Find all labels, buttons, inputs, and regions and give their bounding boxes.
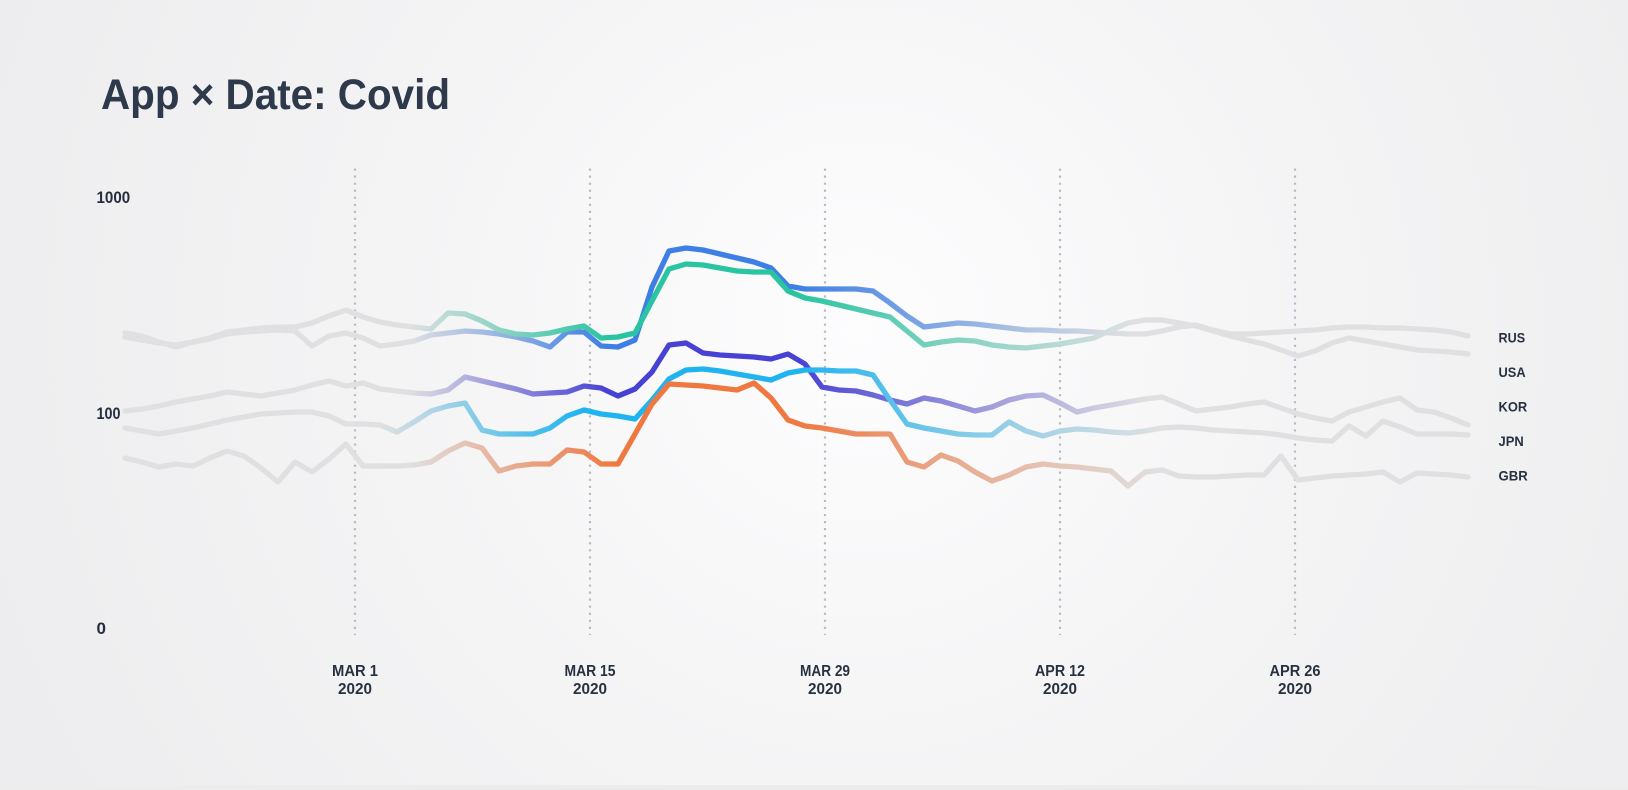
svg-text:2020: 2020	[808, 681, 842, 698]
svg-text:RUS: RUS	[1499, 330, 1526, 346]
svg-text:USA: USA	[1499, 364, 1526, 380]
svg-text:JPN: JPN	[1499, 433, 1524, 449]
svg-text:2020: 2020	[1278, 681, 1312, 698]
svg-text:1000: 1000	[97, 188, 131, 207]
svg-text:KOR: KOR	[1499, 399, 1528, 415]
svg-text:App × Date: Covid: App × Date: Covid	[101, 71, 450, 119]
svg-text:MAR 29: MAR 29	[800, 663, 850, 680]
svg-text:MAR 1: MAR 1	[332, 663, 378, 680]
svg-text:GBR: GBR	[1499, 468, 1528, 484]
svg-text:APR 12: APR 12	[1035, 663, 1085, 680]
svg-text:2020: 2020	[573, 681, 607, 698]
svg-text:2020: 2020	[338, 681, 372, 698]
svg-text:0: 0	[97, 619, 106, 638]
svg-text:MAR 15: MAR 15	[565, 663, 616, 680]
svg-text:2020: 2020	[1043, 681, 1077, 698]
svg-text:APR 26: APR 26	[1270, 663, 1321, 680]
svg-text:100: 100	[97, 404, 121, 423]
